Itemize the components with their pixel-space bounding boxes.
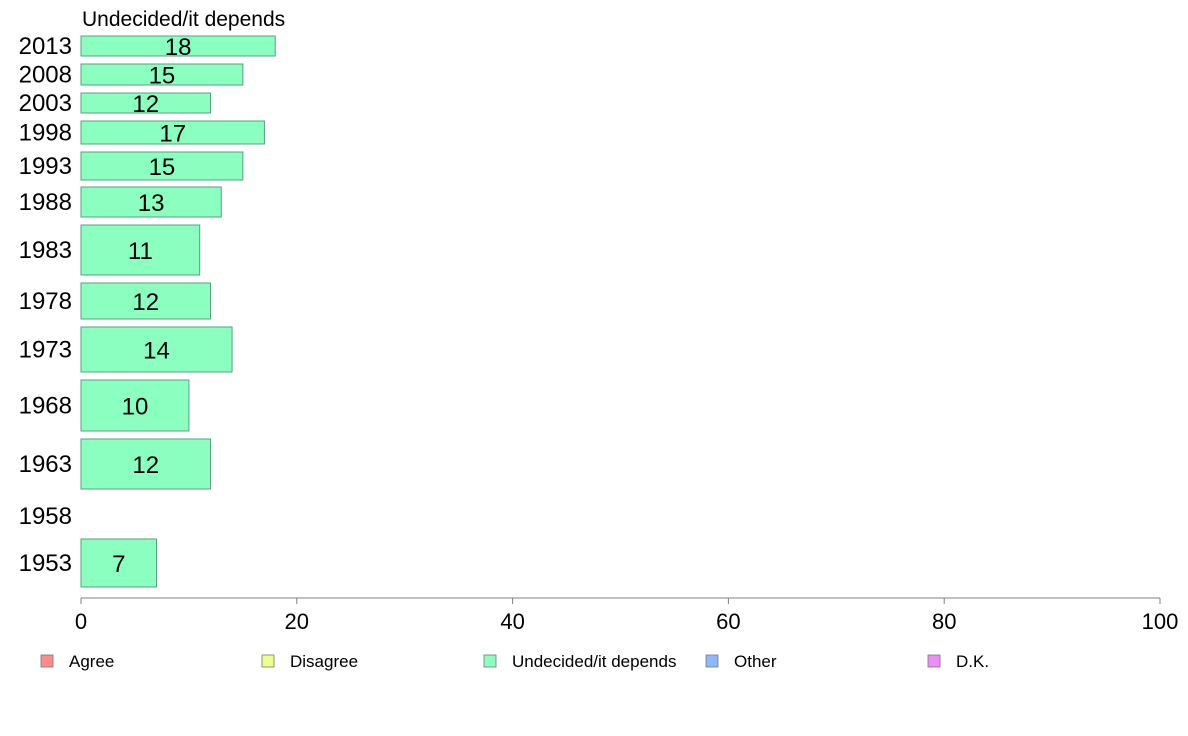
bar xyxy=(80,438,211,490)
category-label: 1973 xyxy=(19,337,72,364)
category-label: 1953 xyxy=(19,550,72,577)
bar xyxy=(80,92,211,114)
legend-swatch xyxy=(927,654,941,668)
x-tick-label: 0 xyxy=(75,609,87,634)
bar-value-label: 14 xyxy=(143,338,170,365)
x-tick-label: 80 xyxy=(932,609,956,634)
bar xyxy=(80,120,265,145)
bar xyxy=(80,282,211,320)
category-label: 1993 xyxy=(19,153,72,180)
bar xyxy=(80,224,201,276)
bar xyxy=(80,379,190,432)
legend-label: Other xyxy=(734,652,777,671)
bar-value-label: 12 xyxy=(132,91,159,118)
bar-value-label: 12 xyxy=(132,289,159,316)
legend-swatch xyxy=(483,654,497,668)
category-label: 1983 xyxy=(19,237,72,264)
category-label: 1998 xyxy=(19,120,72,147)
bar-value-label: 10 xyxy=(122,394,149,421)
category-label: 1978 xyxy=(19,288,72,315)
x-tick-label: 20 xyxy=(285,609,309,634)
legend-label: Disagree xyxy=(290,652,358,671)
bar xyxy=(80,151,244,181)
category-label: 2013 xyxy=(19,33,72,60)
bar xyxy=(80,35,276,57)
legend-label: Agree xyxy=(69,652,114,671)
legend-swatch xyxy=(705,654,719,668)
category-label: 2003 xyxy=(19,90,72,117)
panel-title: Undecided/it depends xyxy=(82,8,285,31)
bar xyxy=(80,186,222,218)
bar xyxy=(80,538,158,588)
bar-value-label: 17 xyxy=(159,121,186,148)
bar xyxy=(80,326,233,373)
bar xyxy=(80,63,244,86)
legend-swatch xyxy=(40,654,54,668)
category-label: 1963 xyxy=(19,451,72,478)
x-tick-label: 100 xyxy=(1142,609,1179,634)
bar-value-label: 18 xyxy=(165,34,192,61)
x-tick-label: 40 xyxy=(500,609,524,634)
category-label: 1958 xyxy=(19,503,72,530)
legend: Agree Disagree Undecided/it depends Other D.… xyxy=(40,652,989,671)
bar-value-label: 12 xyxy=(132,452,159,479)
legend-label: D.K. xyxy=(956,652,989,671)
bar-value-label: 13 xyxy=(138,190,165,217)
category-label: 1988 xyxy=(19,189,72,216)
category-label: 1968 xyxy=(19,393,72,420)
bar-value-label: 15 xyxy=(149,63,176,90)
category-label: 2008 xyxy=(19,62,72,89)
x-axis: 0 20 40 60 80 100 xyxy=(75,597,1179,634)
x-tick-label: 60 xyxy=(716,609,740,634)
legend-swatch xyxy=(261,654,275,668)
bar-value-label: 15 xyxy=(149,154,176,181)
bar-value-label: 7 xyxy=(112,551,125,578)
bar-value-label: 11 xyxy=(128,238,153,265)
legend-label: Undecided/it depends xyxy=(512,652,676,671)
